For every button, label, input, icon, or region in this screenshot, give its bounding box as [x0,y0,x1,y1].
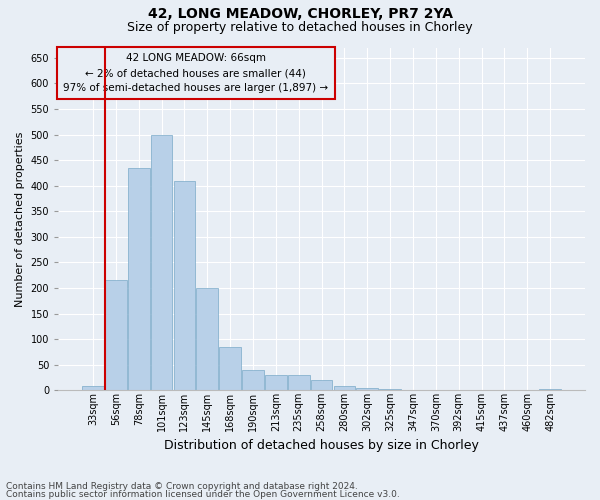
Bar [151,134,172,390]
Y-axis label: Number of detached properties: Number of detached properties [15,132,25,306]
Bar [173,180,196,390]
Text: Contains public sector information licensed under the Open Government Licence v3: Contains public sector information licen… [6,490,400,499]
Bar [242,370,264,390]
Bar [128,168,149,390]
Bar [356,388,378,390]
Bar [265,375,287,390]
Bar [105,280,127,390]
Text: 42, LONG MEADOW, CHORLEY, PR7 2YA: 42, LONG MEADOW, CHORLEY, PR7 2YA [148,8,452,22]
Text: 42 LONG MEADOW: 66sqm
← 2% of detached houses are smaller (44)
97% of semi-detac: 42 LONG MEADOW: 66sqm ← 2% of detached h… [64,54,328,93]
Text: Size of property relative to detached houses in Chorley: Size of property relative to detached ho… [127,22,473,35]
Bar [311,380,332,390]
Bar [196,288,218,390]
Text: Contains HM Land Registry data © Crown copyright and database right 2024.: Contains HM Land Registry data © Crown c… [6,482,358,491]
X-axis label: Distribution of detached houses by size in Chorley: Distribution of detached houses by size … [164,440,479,452]
Bar [82,386,104,390]
Bar [334,386,355,390]
Bar [220,347,241,391]
Bar [288,375,310,390]
